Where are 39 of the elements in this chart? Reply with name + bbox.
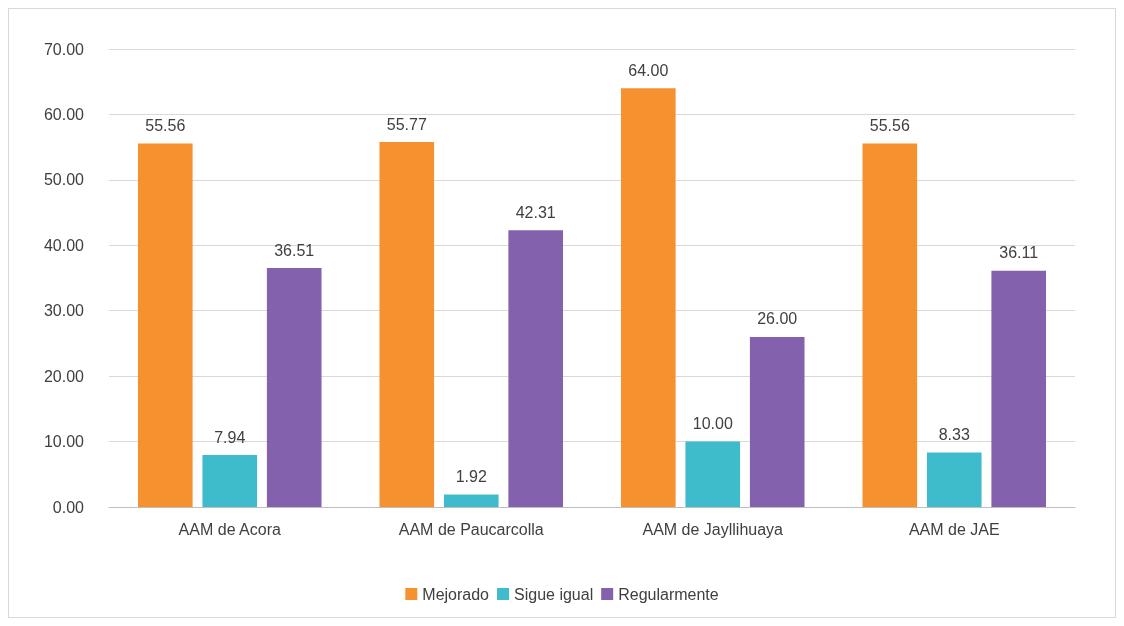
data-label: 55.77 bbox=[386, 115, 427, 133]
bar bbox=[991, 270, 1047, 507]
y-tick-label: 60.00 bbox=[43, 105, 85, 123]
legend-label: Regularmente bbox=[618, 585, 719, 603]
data-label: 36.51 bbox=[274, 241, 315, 259]
y-tick-label: 20.00 bbox=[43, 367, 85, 385]
bar bbox=[862, 143, 918, 507]
data-label: 26.00 bbox=[757, 310, 798, 328]
y-tick-label: 30.00 bbox=[43, 302, 85, 320]
data-label: 1.92 bbox=[455, 467, 487, 485]
bar bbox=[202, 455, 258, 507]
bar bbox=[443, 494, 499, 507]
data-label: 55.56 bbox=[869, 116, 910, 134]
legend-label: Sigue igual bbox=[514, 585, 594, 603]
y-tick-label: 40.00 bbox=[43, 236, 85, 254]
bar bbox=[749, 336, 805, 507]
data-label: 42.31 bbox=[515, 203, 556, 221]
data-label: 7.94 bbox=[214, 428, 246, 446]
data-label: 10.00 bbox=[692, 415, 733, 433]
x-tick-label: AAM de Acora bbox=[178, 520, 281, 538]
bar bbox=[685, 441, 741, 507]
y-tick-label: 70.00 bbox=[43, 40, 85, 58]
y-tick-label: 50.00 bbox=[43, 171, 85, 189]
bar bbox=[379, 142, 435, 507]
y-tick-label: 0.00 bbox=[52, 498, 85, 516]
x-tick-label: AAM de Jayllihuaya bbox=[642, 520, 784, 538]
data-label: 36.11 bbox=[999, 244, 1039, 262]
data-label: 8.33 bbox=[938, 426, 970, 443]
bar bbox=[620, 88, 676, 507]
bar bbox=[926, 452, 982, 507]
legend-label: Mejorado bbox=[422, 585, 490, 603]
x-tick-label: AAM de JAE bbox=[908, 520, 1000, 538]
bar bbox=[266, 268, 322, 507]
bar bbox=[137, 143, 193, 507]
x-tick-label: AAM de Paucarcolla bbox=[398, 520, 544, 538]
y-tick-label: 10.00 bbox=[43, 433, 85, 451]
data-label: 64.00 bbox=[628, 61, 669, 79]
bar bbox=[508, 230, 564, 507]
data-label: 55.56 bbox=[145, 116, 186, 134]
